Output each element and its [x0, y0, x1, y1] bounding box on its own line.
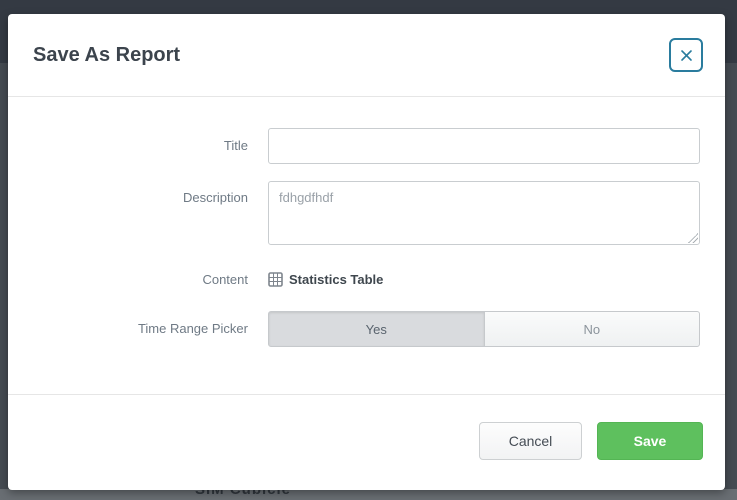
time-range-picker-row: Time Range Picker Yes No: [8, 311, 725, 347]
table-grid-icon: [268, 272, 283, 287]
toggle-no-button[interactable]: No: [483, 311, 700, 347]
content-label: Content: [202, 272, 248, 287]
time-range-picker-toggle: Yes No: [268, 311, 700, 347]
description-label: Description: [182, 190, 248, 205]
background-clipped-text: SIM Cubicle: [195, 489, 292, 498]
title-input[interactable]: [268, 128, 700, 164]
close-button[interactable]: [669, 38, 703, 72]
content-value: Statistics Table: [268, 272, 700, 287]
save-button[interactable]: Save: [597, 422, 703, 460]
background-bottom-strip: SIM Cubicle: [0, 489, 737, 500]
title-field-row: Title: [8, 128, 725, 164]
dialog-body: Title Description fdhgdfhdf Content: [8, 97, 725, 394]
save-as-report-dialog: Save As Report Title Description fdhgdfh…: [8, 14, 725, 490]
close-icon: [680, 49, 693, 62]
content-type-text: Statistics Table: [289, 272, 384, 287]
description-field-row: Description fdhgdfhdf: [8, 181, 725, 245]
textarea-resize-handle[interactable]: [688, 233, 698, 243]
content-field-row: Content Statistics Table: [8, 272, 725, 287]
title-label: Title: [223, 138, 248, 153]
cancel-button[interactable]: Cancel: [479, 422, 582, 460]
toggle-yes-button[interactable]: Yes: [268, 311, 485, 347]
dialog-title: Save As Report: [33, 43, 181, 66]
description-textarea[interactable]: fdhgdfhdf: [268, 181, 700, 245]
dialog-header: Save As Report: [8, 14, 725, 97]
dialog-footer: Cancel Save: [8, 394, 725, 490]
time-range-picker-label: Time Range Picker: [137, 321, 248, 336]
